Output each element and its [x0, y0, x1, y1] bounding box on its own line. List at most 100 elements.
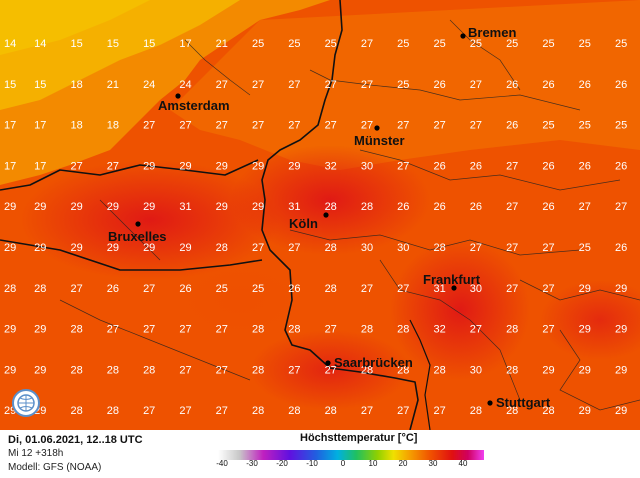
north-orange [170, 0, 640, 170]
grid-value: 31 [288, 201, 300, 213]
grid-value: 25 [615, 38, 627, 50]
city-koeln[interactable]: Köln [289, 212, 329, 231]
grid-value: 28 [252, 364, 264, 376]
grid-value: 28 [107, 364, 119, 376]
grid-value: 27 [542, 283, 554, 295]
grid-value: 29 [216, 201, 228, 213]
grid-value: 17 [4, 160, 16, 172]
grid-value: 14 [4, 38, 16, 50]
state-borders [59, 19, 640, 411]
grid-value: 27 [179, 364, 191, 376]
grid-value: 28 [70, 364, 82, 376]
city-bremen[interactable]: Bremen [460, 25, 516, 40]
grid-value: 31 [433, 283, 445, 295]
grid-value: 29 [615, 364, 627, 376]
grid-value: 31 [179, 201, 191, 213]
grid-value: 27 [542, 324, 554, 336]
grid-value: 25 [579, 242, 591, 254]
grid-value: 26 [397, 201, 409, 213]
temperature-map[interactable]: 14 14 15 15 15 17 21 25 25 25 27 25 25 25 25 25 25 25 15 15… [0, 0, 640, 430]
scale-tick: 30 [428, 459, 438, 468]
grid-value: 28 [34, 283, 46, 295]
grid-value: 24 [143, 79, 155, 91]
grid-value: 26 [470, 201, 482, 213]
city-label: Bremen [468, 25, 516, 40]
scale-tick: 40 [458, 459, 468, 468]
grid-value: 27 [470, 79, 482, 91]
city-bruxelles[interactable]: Bruxelles [108, 221, 167, 244]
city-frankfurt[interactable]: Frankfurt [423, 272, 481, 291]
grid-value: 29 [615, 405, 627, 417]
grid-value: 29 [216, 160, 228, 172]
grid-value: 25 [615, 120, 627, 132]
grid-value: 29 [70, 201, 82, 213]
grid-value: 25 [579, 120, 591, 132]
grid-value: 28 [542, 405, 554, 417]
grid-value: 27 [433, 405, 445, 417]
grid-value: 27 [143, 324, 155, 336]
grid-value: 28 [70, 405, 82, 417]
grid-value: 27 [506, 283, 518, 295]
scale-tick: 10 [368, 459, 378, 468]
scale-tick: -40 [216, 459, 228, 468]
city-label: Amsterdam [158, 98, 230, 113]
grid-value: 28 [325, 242, 337, 254]
grid-value: 29 [4, 242, 16, 254]
grid-value: 15 [143, 38, 155, 50]
grid-value: 28 [506, 324, 518, 336]
grid-value: 17 [4, 120, 16, 132]
run-info: Di, 01.06.2021, 12..18 UTC Mi 12 +318h M… [8, 433, 143, 475]
grid-value: 28 [433, 364, 445, 376]
grid-value: 26 [579, 79, 591, 91]
map-canvas: 14 14 15 15 15 17 21 25 25 25 27 25 25 25 25 25 25 25 15 15… [0, 0, 640, 430]
scale-tick: -20 [276, 459, 288, 468]
grid-value: 15 [4, 79, 16, 91]
map-footer: Di, 01.06.2021, 12..18 UTC Mi 12 +318h M… [0, 430, 640, 478]
city-amsterdam[interactable]: Amsterdam [158, 93, 230, 113]
grid-value: 25 [216, 283, 228, 295]
grid-value: 26 [542, 201, 554, 213]
grid-value: 27 [143, 120, 155, 132]
grid-value: 29 [70, 242, 82, 254]
grid-value: 29 [579, 324, 591, 336]
grid-value: 26 [615, 242, 627, 254]
grid-value: 28 [252, 324, 264, 336]
grid-value: 27 [542, 242, 554, 254]
city-label: Stuttgart [496, 395, 551, 410]
grid-value: 27 [252, 242, 264, 254]
grid-value: 27 [252, 120, 264, 132]
grid-value: 30 [470, 364, 482, 376]
grid-value: 30 [470, 283, 482, 295]
grid-value: 26 [542, 160, 554, 172]
grid-value: 15 [107, 38, 119, 50]
grid-value: 29 [252, 201, 264, 213]
grid-value: 26 [470, 160, 482, 172]
grid-value: 29 [143, 160, 155, 172]
grid-value: 27 [470, 324, 482, 336]
city-saarbruecken[interactable]: Saarbrücken [325, 355, 413, 370]
grid-value: 25 [542, 120, 554, 132]
grid-value: 27 [216, 120, 228, 132]
grid-value: 32 [433, 324, 445, 336]
grid-value: 15 [70, 38, 82, 50]
country-borders [0, 0, 431, 430]
grid-value: 25 [252, 283, 264, 295]
grid-value: 25 [397, 79, 409, 91]
city-muenster[interactable]: Münster [354, 125, 405, 148]
grid-value: 26 [433, 160, 445, 172]
city-stuttgart[interactable]: Stuttgart [487, 395, 551, 410]
grid-value: 28 [325, 405, 337, 417]
grid-value: 25 [433, 38, 445, 50]
grid-value: 30 [361, 160, 373, 172]
grid-value: 26 [615, 79, 627, 91]
warm-central [170, 260, 310, 340]
city-label: Frankfurt [423, 272, 481, 287]
grid-value: 27 [143, 405, 155, 417]
grid-value: 27 [70, 283, 82, 295]
grid-value: 27 [470, 242, 482, 254]
grid-value: 25 [397, 38, 409, 50]
grid-value: 21 [107, 79, 119, 91]
globe-logo-icon[interactable] [12, 389, 40, 417]
grid-value: 27 [288, 364, 300, 376]
grid-value: 25 [542, 38, 554, 50]
